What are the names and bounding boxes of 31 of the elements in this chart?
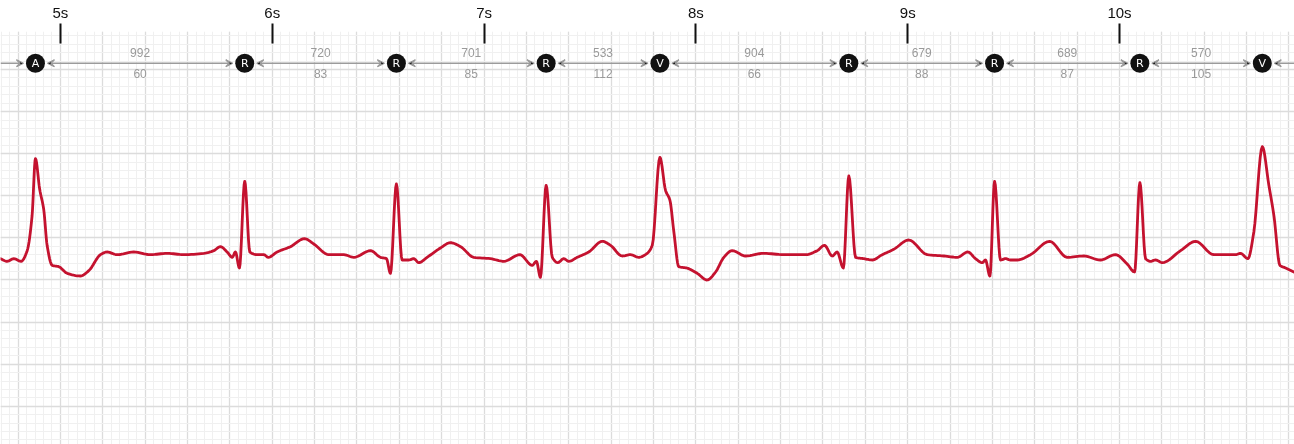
x-tick-label: 7s bbox=[476, 3, 492, 21]
text: 701 bbox=[461, 45, 482, 60]
x-tick-label: 6s bbox=[264, 3, 281, 21]
text: R bbox=[392, 56, 401, 70]
text: R bbox=[990, 56, 999, 70]
text: 88 bbox=[915, 66, 929, 81]
text: 533 bbox=[593, 45, 614, 60]
x-tick-label: 5s bbox=[52, 3, 69, 21]
text: 66 bbox=[747, 66, 762, 81]
text: R bbox=[542, 56, 551, 70]
text: 570 bbox=[1191, 45, 1212, 60]
text: 689 bbox=[1057, 45, 1078, 60]
text: 904 bbox=[744, 45, 765, 60]
text: R bbox=[845, 56, 854, 70]
text: 60 bbox=[133, 66, 148, 81]
text: 992 bbox=[130, 45, 151, 60]
text: A bbox=[31, 56, 40, 70]
text: 83 bbox=[313, 66, 328, 81]
text: 720 bbox=[310, 45, 331, 60]
text: V bbox=[1258, 56, 1267, 70]
text: R bbox=[240, 56, 249, 70]
text: R bbox=[1136, 56, 1145, 70]
text: 679 bbox=[911, 45, 933, 60]
text: 112 bbox=[593, 66, 613, 81]
x-tick-label: 10s bbox=[1107, 3, 1132, 21]
text: 85 bbox=[464, 66, 479, 81]
text: V bbox=[656, 56, 665, 70]
text: 105 bbox=[1191, 66, 1212, 81]
x-tick-label: 9s bbox=[899, 3, 916, 21]
text: 87 bbox=[1060, 66, 1075, 81]
x-tick-label: 8s bbox=[687, 3, 704, 21]
